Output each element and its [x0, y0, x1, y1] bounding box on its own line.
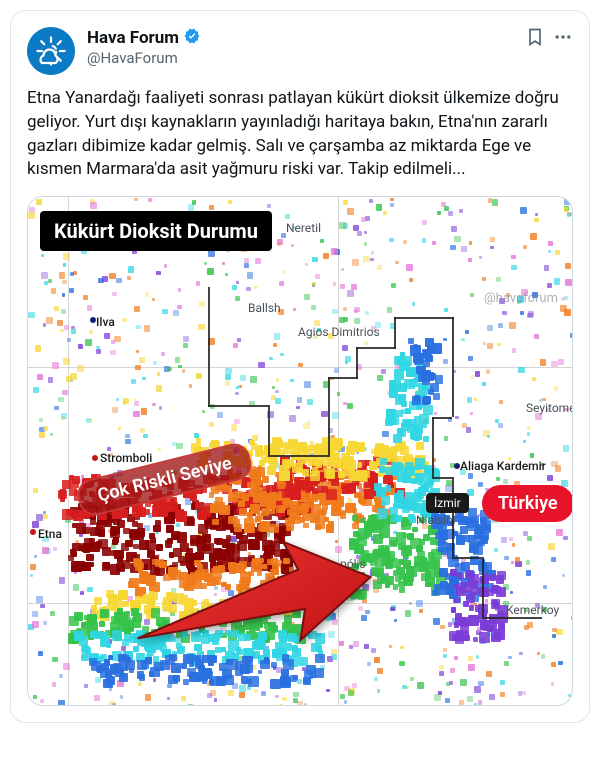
author-block: Hava Forum @HavaForum [87, 27, 525, 67]
city-label: Stromboli [100, 451, 152, 465]
direction-arrow-icon [124, 497, 404, 697]
city-label: Neretil [286, 221, 321, 235]
handle[interactable]: @HavaForum [87, 49, 525, 67]
verified-badge-icon [183, 27, 201, 49]
turkey-label: Türkiye [482, 485, 573, 522]
map-title-banner: Kükürt Dioksit Durumu [40, 211, 272, 251]
avatar[interactable] [27, 27, 75, 75]
city-label: Ilva [96, 315, 115, 329]
display-name[interactable]: Hava Forum [87, 28, 179, 48]
tweet-text: Etna Yanardağı faaliyeti sonrası patlaya… [27, 87, 573, 182]
bookmark-icon[interactable] [525, 27, 545, 51]
map-watermark: @havaforum [484, 291, 558, 306]
city-label: Kemerkoy [506, 603, 559, 617]
more-icon[interactable] [553, 27, 573, 51]
tweet-card: Hava Forum @HavaForum Etna Yanardağı faa… [10, 10, 590, 723]
city-label: Etna [38, 527, 62, 541]
city-label: Aliaga Kardemir [460, 459, 546, 473]
header-actions [525, 27, 573, 51]
city-label: Niaisini [416, 513, 456, 527]
izmir-label: İzmir [426, 493, 469, 513]
map-image[interactable]: Neretil Ilva Ballsh Agios Dimitrios Seyitome… [27, 196, 573, 706]
city-label: Seyitome [526, 401, 573, 415]
city-label: Ballsh [248, 301, 281, 315]
city-label: Agios Dimitrios [298, 325, 380, 339]
tweet-header: Hava Forum @HavaForum [27, 27, 573, 75]
avatar-weather-icon [33, 33, 69, 69]
